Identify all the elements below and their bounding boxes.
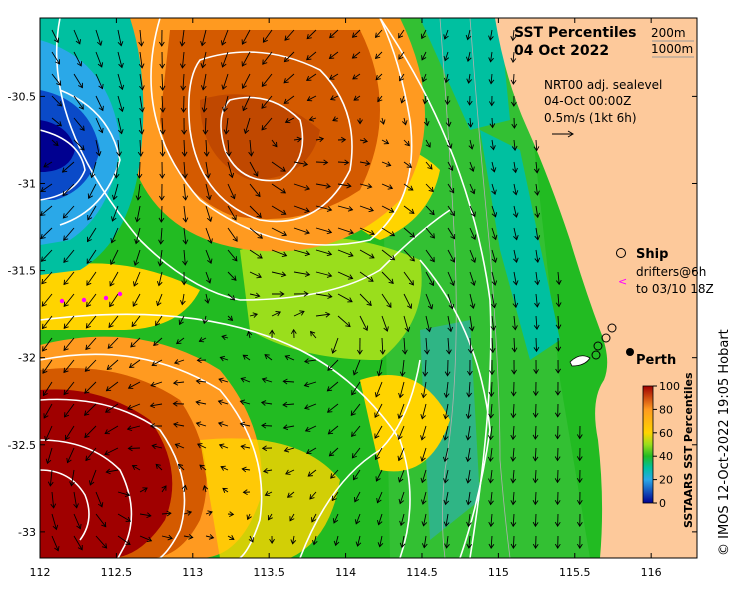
drifters-label: drifters@6h (636, 265, 706, 279)
ship-label: Ship (636, 247, 668, 262)
drifter-point (60, 299, 64, 303)
velocity-arrow (535, 514, 536, 526)
drifter-point (104, 296, 108, 300)
colorbar-tick-label: 100 (659, 380, 680, 393)
x-tick-label: 116 (641, 566, 662, 579)
colorbar (643, 386, 653, 503)
perth-label: Perth (636, 353, 676, 368)
drifters-time-label: to 03/10 18Z (636, 282, 714, 296)
x-tick-label: 113.5 (253, 566, 285, 579)
drifter-point (118, 292, 122, 296)
y-tick-label: -30.5 (8, 90, 36, 103)
vector-scale-label: 0.5m/s (1kt 6h) (544, 111, 637, 125)
credit-text: © IMOS 12-Oct-2022 19:05 Hobart (717, 329, 732, 556)
colorbar-tick-label: 20 (659, 474, 673, 487)
y-tick-label: -31.5 (8, 265, 36, 278)
drifter-point (82, 298, 86, 302)
y-tick-label: -33 (18, 526, 36, 539)
velocity-arrow (316, 162, 327, 163)
velocity-arrow (262, 425, 272, 426)
y-tick-label: -31 (18, 177, 36, 190)
x-tick-label: 114.5 (406, 566, 438, 579)
sealevel-label: NRT00 adj. sealevel (544, 78, 662, 92)
y-tick-label: -32.5 (8, 439, 36, 452)
colorbar-tick-label: 40 (659, 450, 673, 463)
drifter-legend-icon: < (618, 275, 627, 288)
map-date: 04 Oct 2022 (514, 43, 609, 59)
sealevel-time: 04-Oct 00:00Z (544, 94, 631, 108)
depth-label-200m: 200m (651, 26, 686, 40)
x-tick-label: 113 (182, 566, 203, 579)
x-tick-label: 115.5 (559, 566, 591, 579)
x-tick-label: 112 (30, 566, 51, 579)
x-tick-label: 115 (488, 566, 509, 579)
map-title: SST Percentiles (514, 25, 637, 41)
velocity-arrow (536, 338, 537, 351)
colorbar-tick-label: 60 (659, 427, 673, 440)
colorbar-label: SSTAARS SST Percentiles (682, 372, 695, 528)
x-tick-label: 114 (335, 566, 356, 579)
colorbar-tick-label: 80 (659, 403, 673, 416)
depth-label-1000m: 1000m (651, 42, 693, 56)
perth-marker (626, 348, 634, 356)
x-tick-label: 112.5 (101, 566, 133, 579)
y-tick-label: -32 (18, 352, 36, 365)
velocity-arrow (535, 404, 536, 417)
velocity-arrow (513, 536, 514, 548)
colorbar-tick-label: 0 (659, 497, 666, 510)
